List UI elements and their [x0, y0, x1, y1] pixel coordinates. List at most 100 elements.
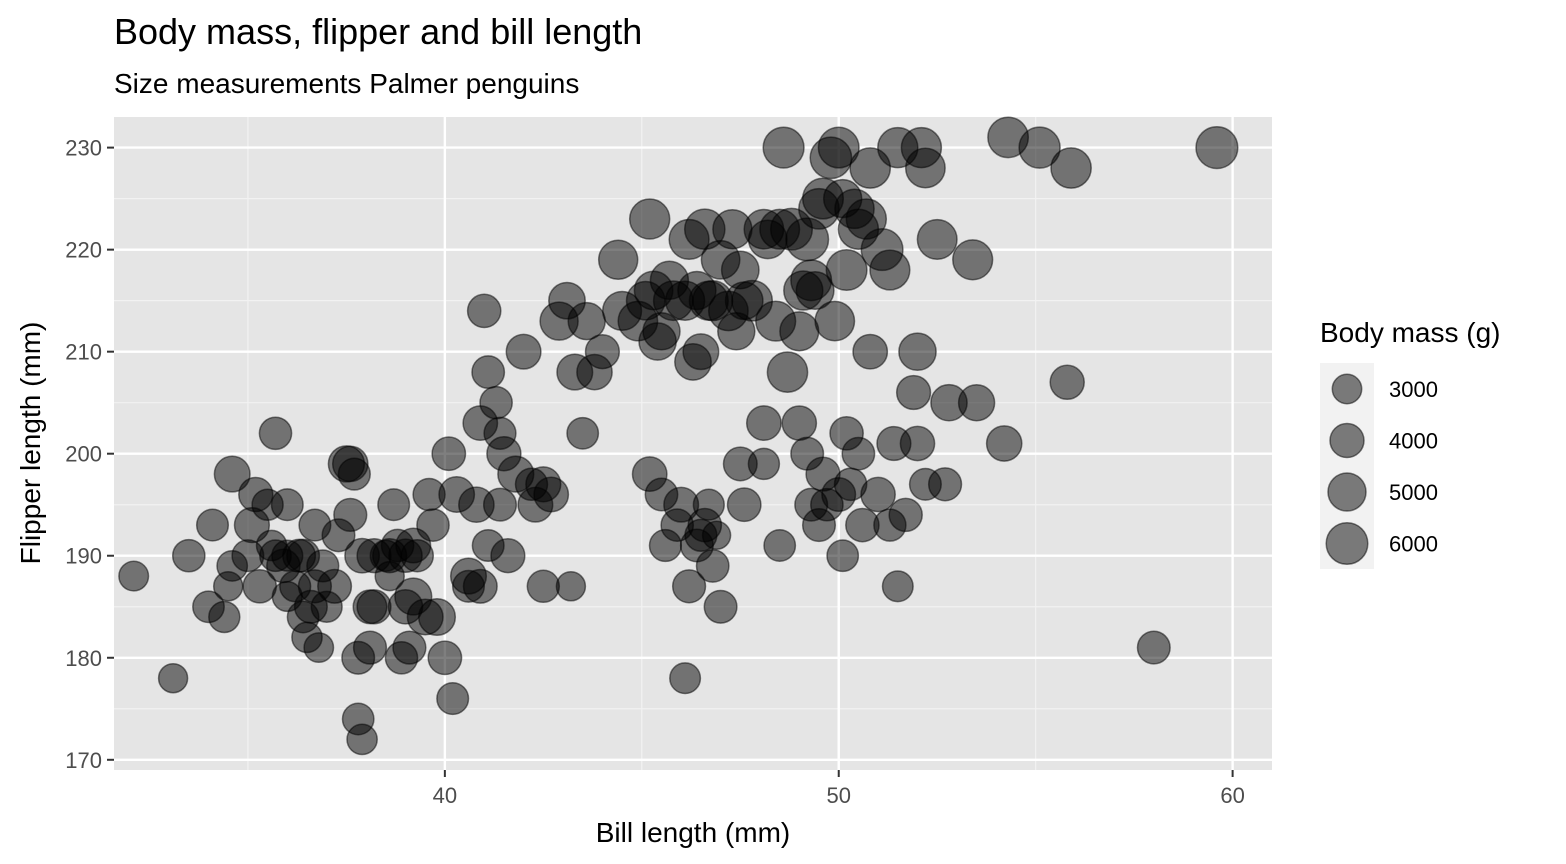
data-point	[377, 488, 411, 522]
data-point	[597, 239, 639, 281]
x-tick-label: 50	[826, 783, 850, 808]
y-tick-label: 210	[65, 340, 102, 365]
chart-title: Body mass, flipper and bill length	[114, 11, 642, 52]
data-point	[427, 640, 463, 676]
data-point	[436, 682, 470, 716]
legend-key-label: 3000	[1389, 377, 1438, 402]
data-point	[331, 445, 369, 483]
data-points	[118, 116, 1239, 756]
data-point	[1195, 125, 1239, 170]
chart-subtitle: Size measurements Palmer penguins	[114, 68, 579, 99]
y-axis-title: Flipper length (mm)	[15, 322, 46, 565]
data-point	[881, 570, 914, 603]
data-point	[195, 508, 230, 542]
y-tick-label: 170	[65, 748, 102, 773]
x-tick-label: 40	[433, 783, 457, 808]
data-point	[781, 405, 818, 441]
data-point	[841, 436, 876, 471]
data-point	[566, 416, 600, 450]
data-point	[952, 239, 994, 281]
data-point	[860, 476, 896, 513]
x-axis-title: Bill length (mm)	[596, 817, 790, 848]
data-point	[669, 662, 702, 695]
data-point	[171, 538, 206, 573]
data-point	[392, 630, 427, 665]
data-point	[985, 425, 1023, 462]
x-tick-label: 60	[1220, 783, 1244, 808]
legend-key-label: 4000	[1389, 429, 1438, 454]
data-point	[438, 476, 476, 513]
data-point	[356, 589, 392, 625]
data-point	[692, 488, 725, 521]
data-point	[779, 311, 820, 352]
data-point	[888, 497, 923, 533]
data-point	[701, 520, 732, 551]
legend-title: Body mass (g)	[1320, 317, 1501, 348]
data-point	[747, 447, 781, 481]
data-point	[852, 333, 889, 370]
data-point	[628, 198, 671, 240]
data-point	[471, 528, 505, 563]
data-point	[904, 147, 946, 189]
data-point	[763, 529, 797, 562]
y-tick-label: 200	[65, 442, 102, 467]
data-point	[567, 301, 606, 341]
data-point	[118, 560, 150, 592]
data-point	[1018, 126, 1061, 169]
data-point	[352, 630, 388, 665]
data-point	[333, 497, 368, 533]
y-tick-label: 180	[65, 646, 102, 671]
data-point	[555, 571, 587, 602]
data-point	[462, 568, 498, 604]
legend-keys: 3000 4000 5000 6000	[1325, 373, 1438, 566]
data-point	[584, 334, 621, 370]
axis-ticks: 40 50 60 170 180 190 200 210 220 230	[65, 136, 1245, 808]
data-point	[526, 569, 561, 604]
data-point	[431, 436, 467, 472]
data-point	[505, 333, 542, 370]
data-point	[895, 374, 932, 411]
data-point	[258, 416, 293, 451]
data-point	[726, 487, 762, 523]
data-point	[303, 632, 335, 664]
data-point	[466, 293, 502, 329]
data-point	[212, 571, 244, 602]
data-point	[479, 385, 513, 420]
data-point	[817, 126, 860, 169]
data-point	[270, 488, 304, 522]
data-point	[417, 597, 457, 637]
y-tick-label: 220	[65, 238, 102, 263]
data-point	[157, 662, 189, 694]
data-point	[899, 425, 936, 462]
legend-key-circle	[1325, 521, 1369, 566]
data-point	[814, 300, 856, 342]
data-point	[682, 333, 720, 371]
legend-key-label: 5000	[1389, 480, 1438, 505]
data-point	[671, 569, 707, 604]
data-point	[344, 537, 381, 574]
data-point	[1050, 147, 1092, 189]
data-point	[766, 351, 809, 393]
data-point	[346, 723, 378, 756]
data-point	[297, 569, 333, 604]
data-point	[533, 476, 570, 513]
data-point	[271, 539, 304, 572]
data-point	[745, 405, 782, 442]
y-tick-label: 190	[65, 544, 102, 569]
y-tick-label: 230	[65, 136, 102, 161]
data-point	[208, 600, 241, 634]
data-point	[703, 589, 738, 624]
data-point	[762, 126, 805, 169]
legend-key-circle	[1327, 472, 1367, 512]
data-point	[213, 455, 251, 493]
data-point	[471, 355, 506, 390]
legend-key-circle	[1329, 422, 1365, 459]
data-point	[387, 588, 424, 625]
data-point	[482, 487, 518, 522]
data-point	[795, 270, 835, 311]
data-point	[1136, 630, 1171, 665]
legend-key-circle	[1331, 373, 1363, 405]
data-point	[695, 548, 730, 583]
data-point	[957, 383, 996, 422]
